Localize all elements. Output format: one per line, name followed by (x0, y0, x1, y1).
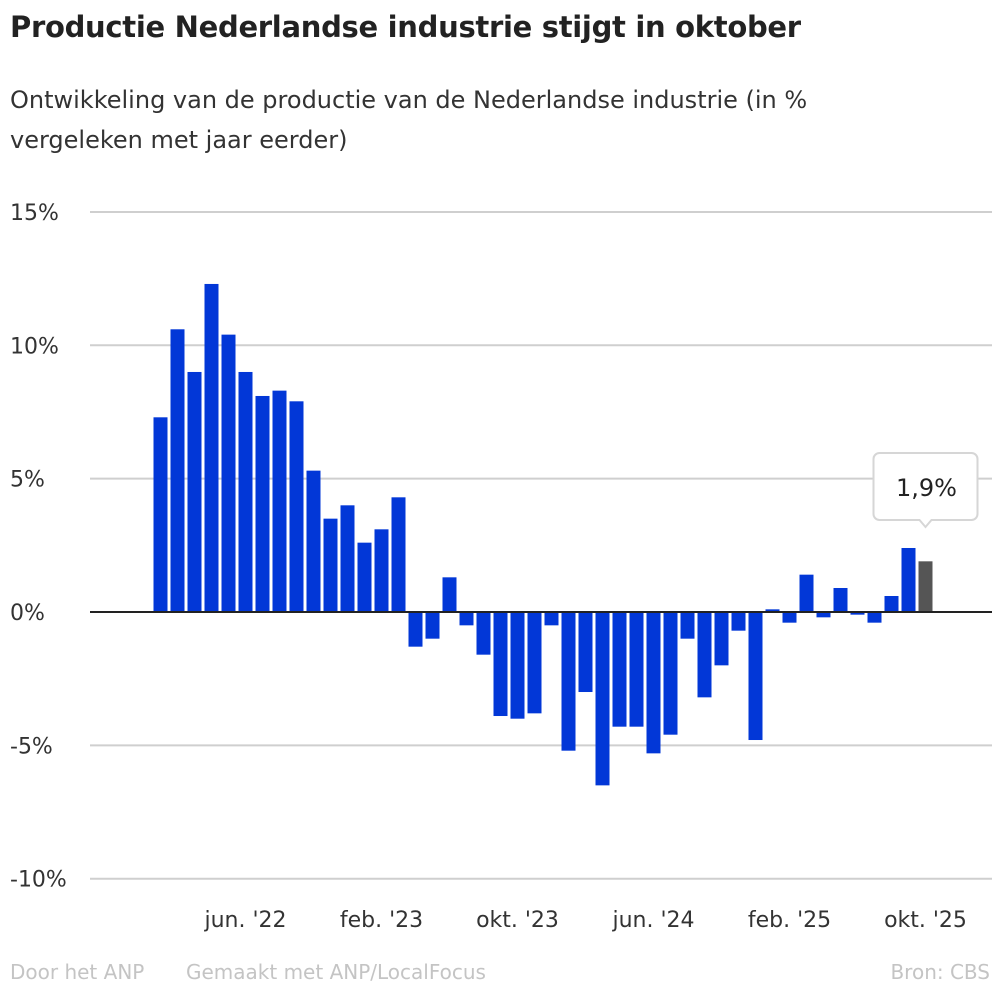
bar-nov. '24 (731, 612, 746, 631)
bar-aug. '22 (272, 390, 287, 612)
bar-jun. '22 (238, 371, 253, 612)
bar-sep. '25 (901, 547, 916, 612)
bar-dec. '24 (748, 612, 763, 741)
footer-author: Door het ANP (10, 960, 145, 984)
bar-mrt. '24 (595, 612, 610, 786)
bar-jan. '25 (765, 609, 780, 612)
bar-aug. '23 (476, 612, 491, 655)
bar-feb. '25 (782, 612, 797, 623)
bar-mrt. '25 (799, 574, 814, 612)
chart-title: Productie Nederlandse industrie stijgt i… (10, 10, 801, 44)
bar-mei '22 (221, 334, 236, 612)
bar-aug. '25 (884, 595, 899, 612)
x-tick-label: okt. '25 (884, 908, 967, 933)
bar-okt. '24 (714, 612, 729, 666)
bar-mei '23 (425, 612, 440, 639)
footer-made-with[interactable]: Gemaakt met ANP/LocalFocus (186, 960, 486, 984)
y-tick-label: -5% (10, 734, 53, 759)
x-tick-label: jun. '22 (203, 908, 286, 933)
bar-mrt. '23 (391, 497, 406, 612)
bar-feb. '22 (170, 329, 185, 612)
bar-feb. '23 (374, 529, 389, 612)
bar-jan. '22 (153, 417, 168, 612)
bar-jul. '23 (459, 612, 474, 626)
bar-nov. '22 (323, 518, 338, 612)
x-tick-label: feb. '25 (748, 908, 831, 933)
bar-okt. '22 (306, 470, 321, 612)
x-tick-label: okt. '23 (476, 908, 559, 933)
bar-apr. '22 (204, 283, 219, 612)
bar-mei '24 (629, 612, 644, 727)
bar-jul. '25 (867, 612, 882, 623)
bar-jul. '24 (663, 612, 678, 735)
bar-mrt. '22 (187, 371, 202, 612)
bar-jul. '22 (255, 395, 270, 612)
y-tick-label: 15% (10, 201, 59, 226)
bar-sep. '23 (493, 612, 508, 717)
bar-jun. '23 (442, 577, 457, 612)
bar-sep. '24 (697, 612, 712, 698)
bar-jun. '24 (646, 612, 661, 754)
y-tick-label: 10% (10, 334, 59, 359)
bar-aug. '24 (680, 612, 695, 639)
bar-feb. '24 (578, 612, 593, 693)
x-tick-label: jun. '24 (611, 908, 694, 933)
x-tick-label: feb. '23 (340, 908, 423, 933)
footer-source: Bron: CBS (890, 960, 990, 984)
bar-dec. '22 (340, 505, 355, 612)
bar-jun. '25 (850, 612, 865, 615)
bar-apr. '23 (408, 612, 423, 647)
y-tick-label: 5% (10, 468, 45, 493)
y-tick-label: 0% (10, 601, 45, 626)
bar-jan. '23 (357, 542, 372, 612)
bar-okt. '25 (918, 561, 933, 612)
bar-nov. '23 (527, 612, 542, 714)
bar-apr. '25 (816, 612, 831, 618)
chart-subtitle: Ontwikkeling van de productie van de Ned… (10, 86, 808, 154)
bar-sep. '22 (289, 401, 304, 612)
bar-apr. '24 (612, 612, 627, 727)
y-tick-label: -10% (10, 868, 67, 893)
annotation-label: 1,9% (896, 474, 957, 502)
annotation-tooltip (872, 452, 979, 529)
bar-dec. '23 (544, 612, 559, 626)
bar-okt. '23 (510, 612, 525, 719)
bar-mei '25 (833, 587, 848, 612)
bar-jan. '24 (561, 612, 576, 751)
